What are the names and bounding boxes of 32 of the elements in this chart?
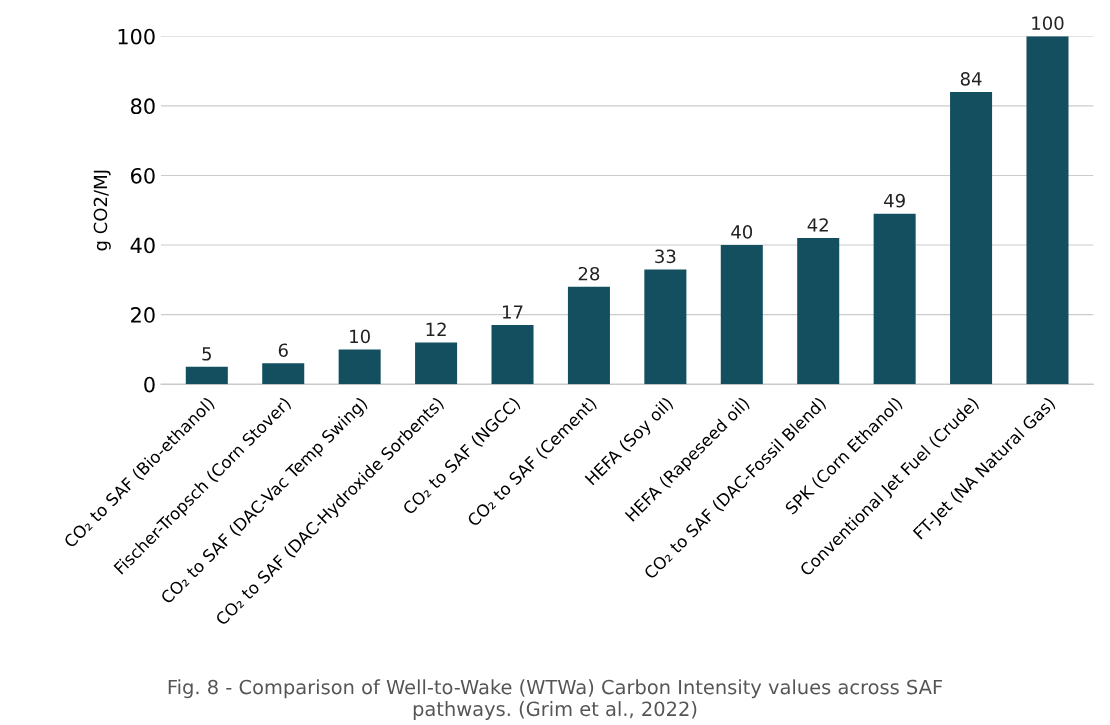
data-label: 33	[655, 249, 676, 264]
bar	[185, 366, 228, 385]
y-tick-label: 0	[144, 376, 155, 393]
data-label: 100	[1032, 16, 1064, 30]
data-label: 10	[350, 329, 370, 344]
data-label: 5	[202, 347, 211, 361]
bar	[873, 213, 916, 385]
bar	[720, 245, 763, 385]
data-label: 12	[426, 322, 446, 336]
data-label: 6	[278, 343, 288, 358]
bar	[644, 269, 687, 385]
data-label: 28	[578, 266, 600, 281]
data-label: 84	[960, 72, 982, 86]
bar	[950, 91, 993, 385]
y-tick-label: 20	[131, 307, 155, 323]
bar	[262, 363, 305, 385]
bar	[797, 238, 840, 385]
data-label: 49	[884, 193, 905, 208]
bar	[491, 325, 534, 385]
data-label: 17	[503, 305, 523, 319]
data-label: 40	[731, 225, 753, 239]
bar	[415, 342, 458, 385]
y-tick-label: 60	[131, 167, 155, 184]
bar	[1026, 36, 1069, 385]
caption: Fig. 8 - Comparison of Well-to-Wake (WTWa) Carbon Intensity values across SAF pathways. (Grim et al., 2022)	[168, 679, 943, 720]
bar	[567, 286, 610, 385]
y-tick-label: 40	[130, 237, 155, 254]
data-label: 42	[807, 218, 828, 232]
y-axis-title: g CO2/MJ	[93, 170, 111, 251]
y-tick-label: 100	[118, 28, 155, 45]
y-tick-label: 80	[130, 98, 155, 115]
bar	[338, 349, 381, 385]
